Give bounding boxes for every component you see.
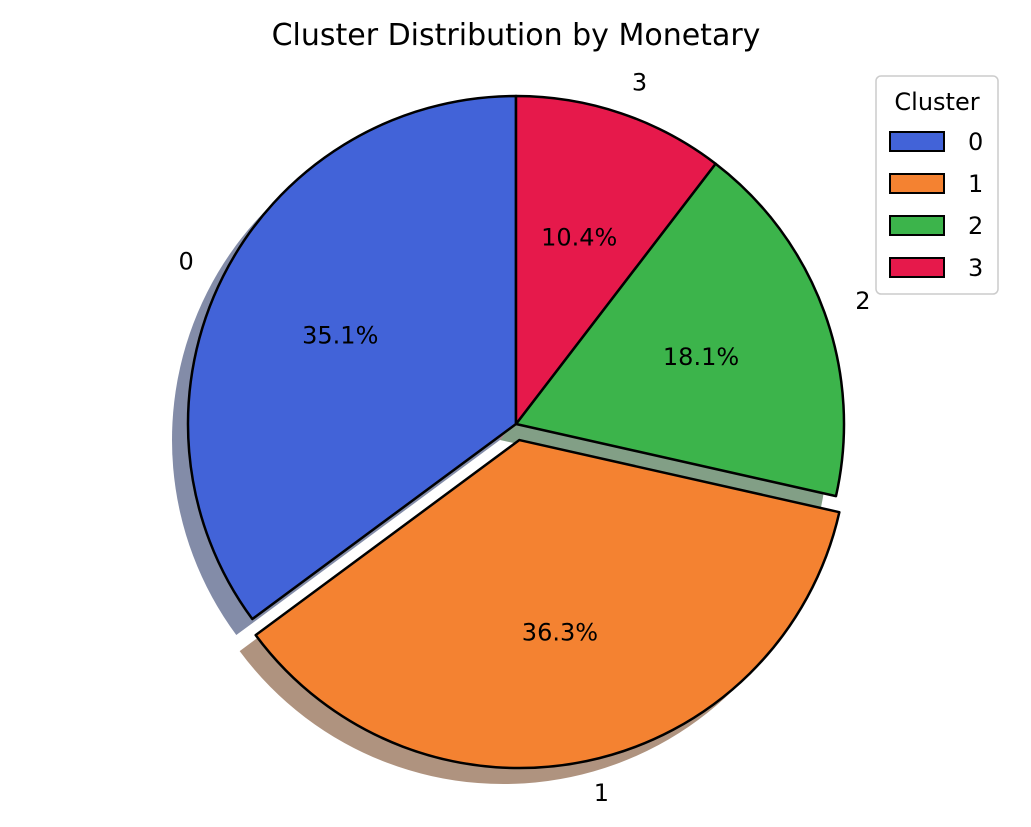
legend-swatch-1 [889, 173, 945, 194]
percent-label-0: 35.1% [302, 321, 378, 349]
pie-slice-2 [514, 162, 846, 498]
slice-label-2: 2 [855, 287, 870, 315]
chart-title: Cluster Distribution by Monetary [272, 18, 761, 53]
percent-label-3: 10.4% [541, 224, 617, 252]
legend-swatch-0 [889, 131, 945, 152]
percent-labels: 35.1% 36.3% 18.1% 10.4% [302, 224, 739, 647]
legend-swatch-2 [889, 215, 945, 236]
pie-slice-3 [514, 94, 717, 426]
legend-label-1: 1 [968, 170, 983, 198]
legend-swatch-3 [889, 257, 945, 278]
slice-labels: 0 1 2 3 [179, 68, 871, 807]
legend-label-2: 2 [968, 212, 983, 240]
legend-label-0: 0 [968, 128, 983, 156]
pie-slice-1 [254, 438, 841, 770]
percent-label-2: 18.1% [663, 343, 739, 371]
slice-label-0: 0 [179, 248, 194, 276]
legend-label-3: 3 [968, 254, 983, 282]
slice-label-1: 1 [594, 779, 609, 807]
legend-title: Cluster [894, 88, 979, 116]
legend: Cluster 0 1 2 3 [875, 75, 999, 295]
percent-label-1: 36.3% [522, 619, 598, 647]
pie-slices [186, 94, 846, 770]
slice-label-3: 3 [632, 68, 647, 96]
pie-slice-0 [186, 94, 518, 621]
